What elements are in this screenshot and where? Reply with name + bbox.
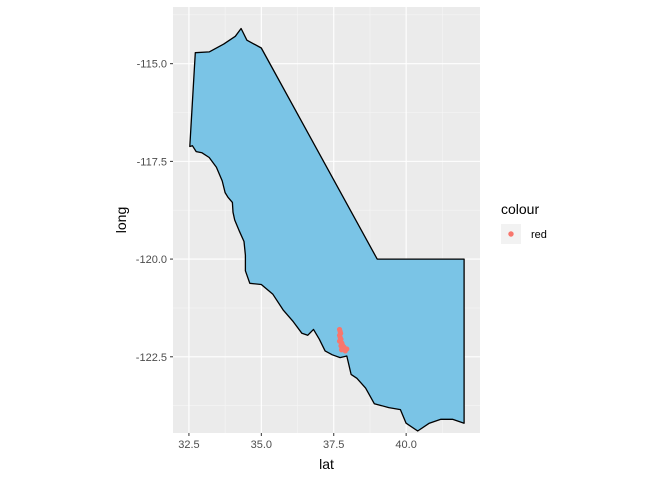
y-tick-label: -117.5 (137, 156, 167, 168)
x-tick-label: 35.0 (251, 439, 272, 451)
y-tick-label: -122.5 (136, 352, 167, 364)
y-tick-label: -115.0 (137, 59, 167, 71)
legend-title: colour (501, 201, 539, 217)
y-tick-label: -120.0 (136, 254, 167, 266)
x-axis: 32.5 35.0 37.5 40.0 (178, 433, 417, 451)
x-axis-title: lat (319, 456, 334, 472)
x-tick-label: 37.5 (323, 439, 344, 451)
y-axis: -115.0 -117.5 -120.0 -122.5 (136, 59, 173, 364)
y-axis-title: long (113, 207, 129, 233)
map-region (189, 27, 465, 432)
legend: colour red (501, 201, 547, 244)
data-point (344, 346, 350, 352)
legend-entry-label: red (531, 229, 547, 241)
legend-key-point (508, 231, 514, 237)
x-tick-label: 32.5 (178, 439, 199, 451)
x-tick-label: 40.0 (395, 439, 416, 451)
data-points (336, 326, 350, 354)
